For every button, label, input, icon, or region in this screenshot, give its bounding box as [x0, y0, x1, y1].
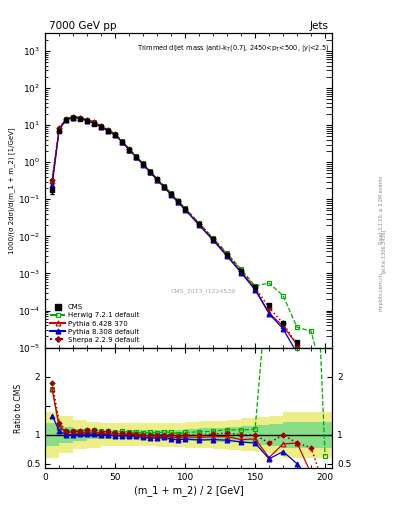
X-axis label: (m_1 + m_2) / 2 [GeV]: (m_1 + m_2) / 2 [GeV]	[134, 485, 244, 496]
Y-axis label: 1000/(σ 2dσ)/d(m_1 + m_2) [1/GeV]: 1000/(σ 2dσ)/d(m_1 + m_2) [1/GeV]	[8, 127, 15, 254]
Text: mcplots.cern.ch: mcplots.cern.ch	[379, 272, 384, 311]
Text: 7000 GeV pp: 7000 GeV pp	[49, 20, 117, 31]
Text: CMS_2013_I1224539: CMS_2013_I1224539	[170, 288, 236, 294]
Text: Rivet 3.1.10, ≥ 3.2M events: Rivet 3.1.10, ≥ 3.2M events	[379, 176, 384, 244]
Y-axis label: Ratio to CMS: Ratio to CMS	[14, 383, 23, 433]
Text: Trimmed dijet mass (anti-k$_\mathsf{T}$(0.7), 2450<p$_\mathsf{T}$<500, |y|<2.5): Trimmed dijet mass (anti-k$_\mathsf{T}$(…	[137, 42, 329, 54]
Text: Jets: Jets	[309, 20, 328, 31]
Legend: CMS, Herwig 7.2.1 default, Pythia 6.428 370, Pythia 8.308 default, Sherpa 2.2.9 : CMS, Herwig 7.2.1 default, Pythia 6.428 …	[49, 303, 141, 344]
Text: [arXiv:1306.3436]: [arXiv:1306.3436]	[381, 229, 386, 273]
